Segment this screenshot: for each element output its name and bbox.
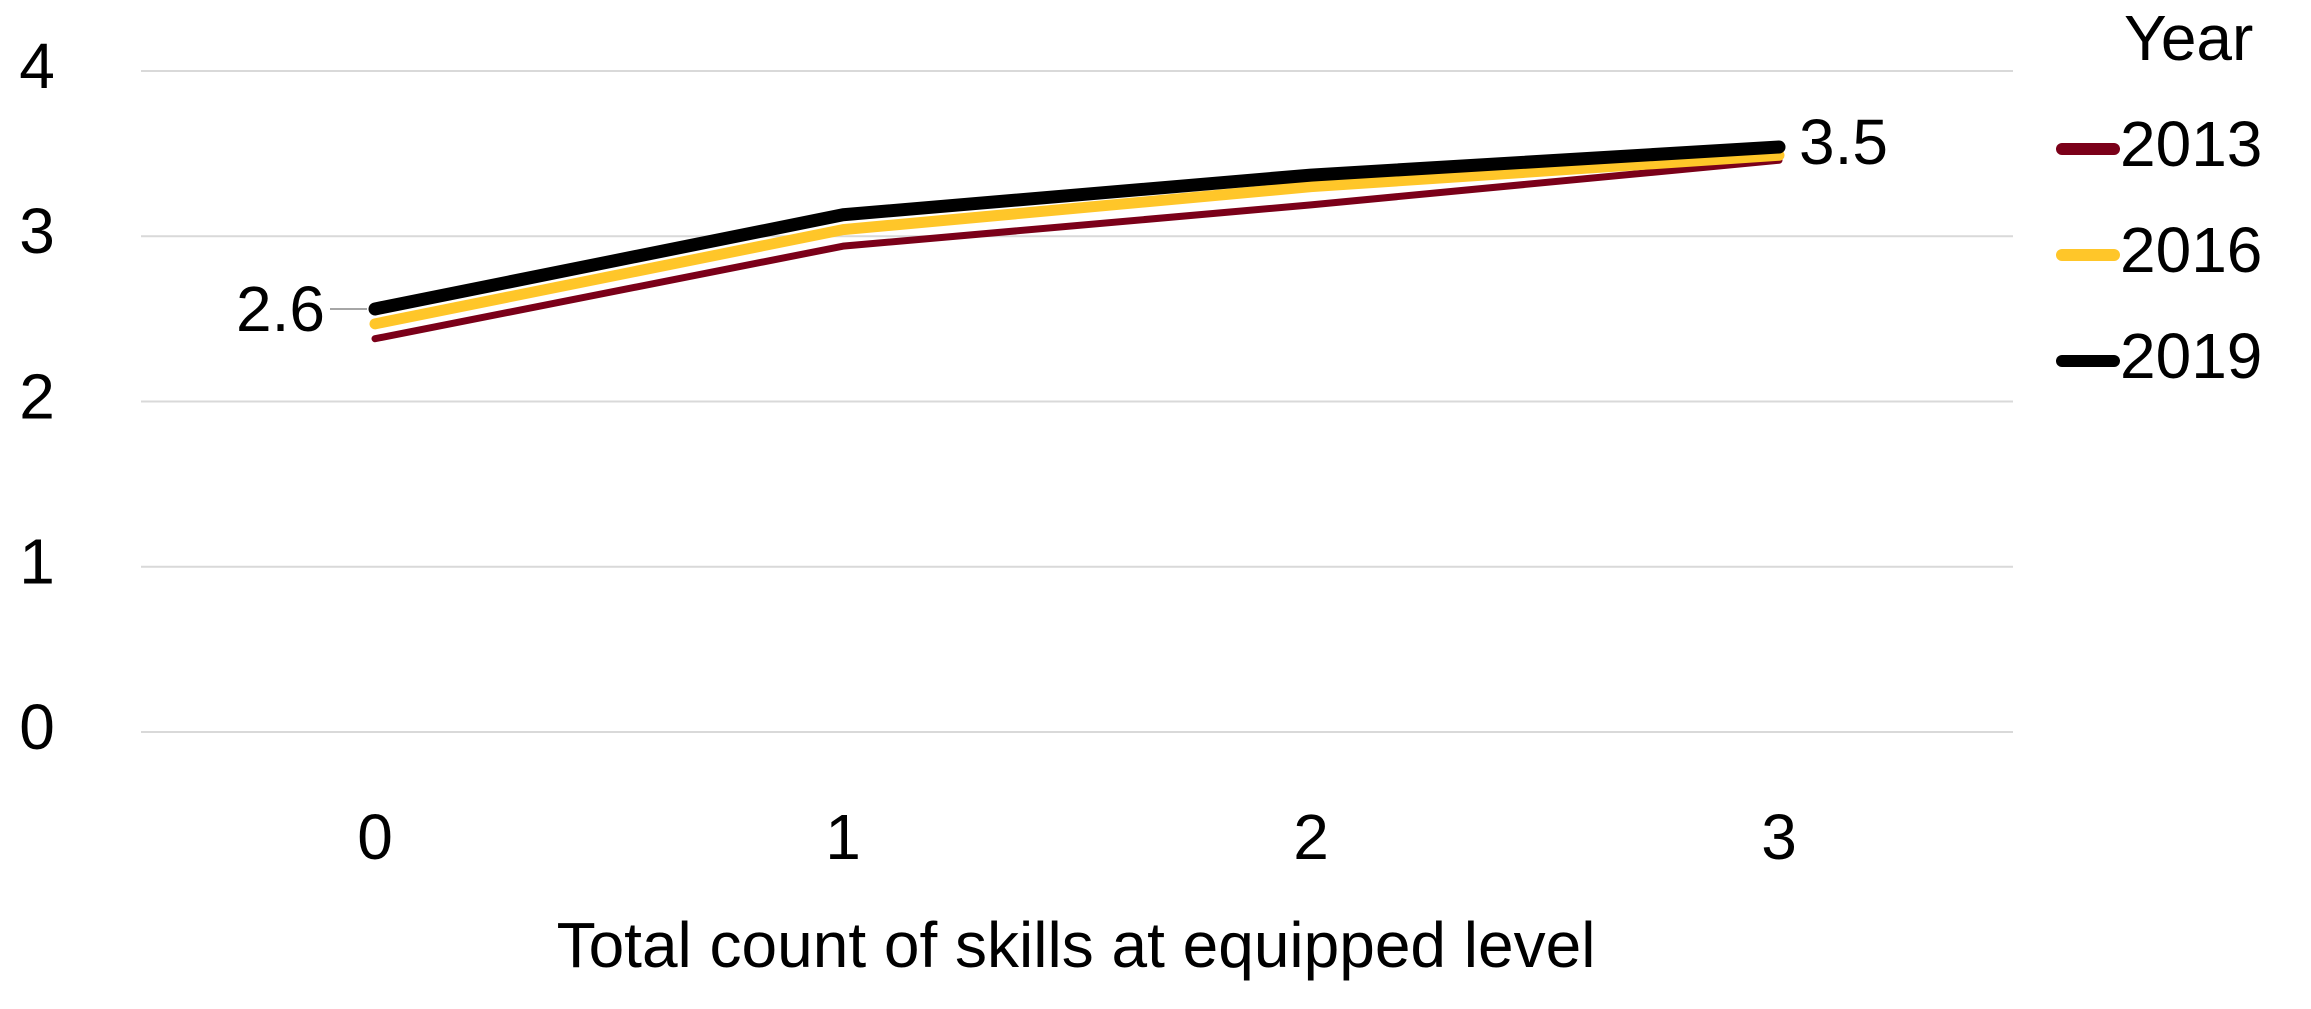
legend-label: 2016 — [2120, 214, 2262, 286]
x-axis-label: Total count of skills at equipped level — [557, 909, 1596, 981]
x-tick-label: 3 — [1761, 801, 1797, 873]
series-line — [369, 149, 1785, 330]
x-tick-label: 0 — [357, 801, 393, 873]
legend-title: Year — [2124, 2, 2253, 74]
y-tick-label: 3 — [19, 195, 55, 267]
x-tick-label: 1 — [825, 801, 861, 873]
legend-label: 2019 — [2120, 320, 2262, 392]
y-tick-label: 0 — [19, 691, 55, 763]
y-tick-label: 2 — [19, 360, 55, 432]
data-label: 3.5 — [1799, 106, 1888, 178]
y-tick-label: 4 — [19, 30, 55, 102]
legend-label: 2013 — [2120, 108, 2262, 180]
series-line — [368, 140, 1786, 316]
x-tick-label: 2 — [1293, 801, 1329, 873]
y-tick-label: 1 — [19, 526, 55, 598]
series-line — [371, 156, 1783, 343]
data-label: 2.6 — [236, 273, 325, 345]
